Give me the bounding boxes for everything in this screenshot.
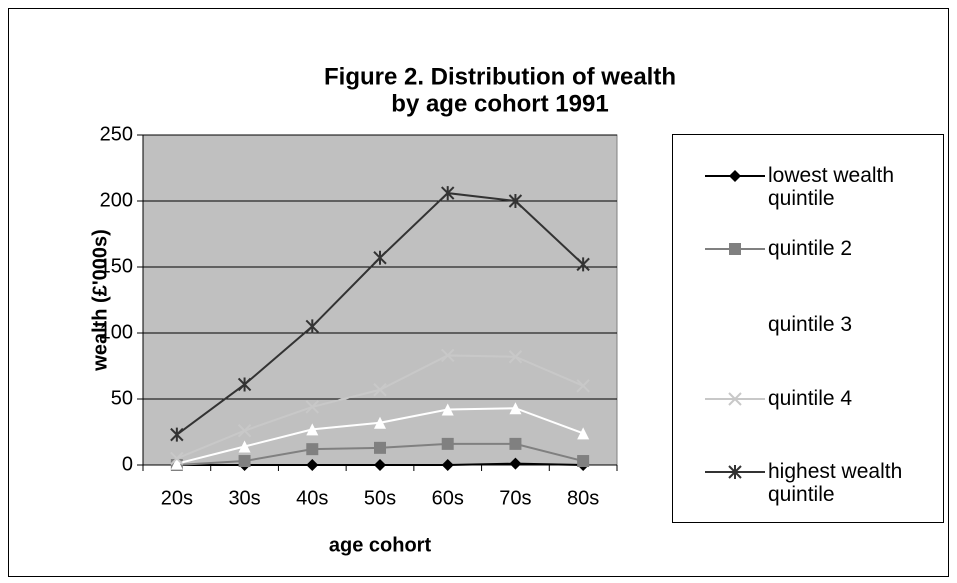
marker [576, 257, 590, 272]
legend-box [672, 134, 944, 523]
marker [441, 403, 454, 416]
x-axis-label: age cohort [329, 534, 432, 556]
y-tick-label: 100 [100, 321, 133, 343]
x-tick-label: 40s [296, 487, 328, 509]
marker [306, 459, 319, 471]
marker [306, 443, 319, 456]
marker [238, 440, 251, 453]
marker [305, 319, 319, 334]
marker [238, 455, 251, 468]
marker [374, 416, 386, 429]
marker [373, 383, 387, 397]
marker [577, 455, 590, 468]
x-tick-label: 50s [364, 487, 396, 509]
marker [509, 402, 522, 415]
marker [373, 250, 387, 265]
marker [728, 465, 742, 479]
marker [729, 243, 741, 255]
y-tick-label: 0 [122, 453, 133, 475]
legend-label: highest wealth quintile [768, 460, 903, 506]
x-tick-label: 80s [567, 487, 599, 509]
marker [509, 437, 522, 450]
x-tick-label: 20s [161, 487, 193, 509]
legend-label: quintile 3 [768, 313, 853, 336]
marker [508, 194, 523, 208]
marker [441, 459, 454, 471]
marker [576, 379, 590, 393]
marker [729, 319, 741, 331]
y-axis-label: wealth (£'000s) [89, 229, 111, 371]
marker [170, 457, 183, 470]
marker [237, 423, 252, 438]
chart-title: Figure 2. Distribution of wealth [324, 63, 676, 90]
legend-label: quintile 4 [768, 387, 853, 410]
marker [729, 170, 741, 182]
x-tick-label: 30s [228, 487, 260, 509]
marker [237, 377, 252, 392]
chart-subtitle: by age cohort 1991 [391, 90, 608, 117]
marker [374, 459, 386, 471]
plot-area [142, 134, 618, 466]
x-tick-label: 70s [499, 487, 531, 509]
y-tick-label: 150 [100, 255, 133, 277]
marker [170, 427, 184, 442]
marker [306, 423, 319, 436]
legend-label: lowest wealth quintile [768, 164, 895, 210]
x-tick-label: 60s [432, 487, 464, 509]
y-tick-label: 250 [100, 123, 133, 145]
marker [508, 350, 523, 364]
marker [509, 457, 522, 470]
marker [305, 400, 319, 414]
marker [374, 441, 386, 454]
legend-label: quintile 2 [768, 237, 853, 260]
marker [441, 437, 454, 450]
marker [728, 392, 742, 406]
y-tick-label: 200 [100, 189, 133, 211]
marker [577, 427, 590, 440]
marker [170, 451, 184, 466]
marker [441, 348, 455, 363]
marker [441, 186, 455, 201]
y-tick-label: 50 [111, 387, 133, 409]
